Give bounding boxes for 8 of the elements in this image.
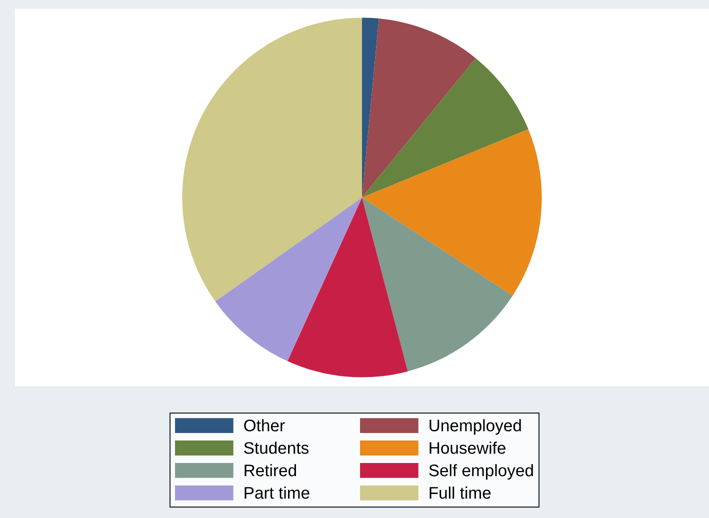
legend-label: Part time [244, 486, 310, 499]
legend-label: Students [244, 442, 309, 454]
legend-label: Housewife [430, 442, 506, 454]
legend-label: Other [244, 419, 285, 432]
legend-label: Retired [244, 464, 296, 476]
legend-label: Unemployed [430, 419, 521, 435]
legend-label: Self employed [429, 464, 533, 480]
legend-label: Full time [430, 486, 491, 499]
